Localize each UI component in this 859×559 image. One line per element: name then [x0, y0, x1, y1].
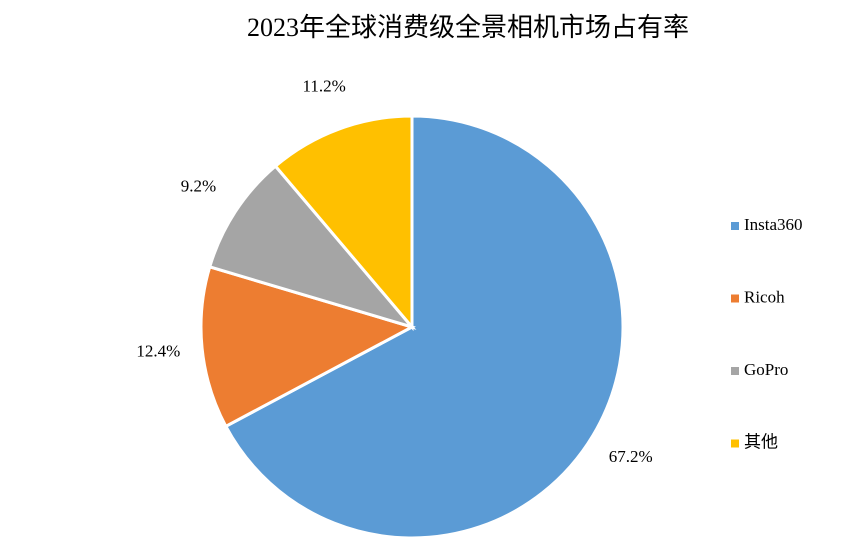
- data-label: 12.4%: [136, 341, 180, 360]
- pie-slice: [207, 164, 417, 330]
- legend-label: 其他: [744, 432, 778, 451]
- data-label: 11.2%: [302, 77, 345, 96]
- legend-label: Insta360: [744, 215, 803, 234]
- legend-swatch: [731, 439, 739, 448]
- legend-label: GoPro: [744, 360, 788, 379]
- pie-slice: [273, 114, 414, 332]
- pie-slice: [199, 264, 416, 429]
- legend-swatch: [731, 222, 739, 230]
- data-label: 67.2%: [609, 447, 653, 466]
- legend-label: Ricoh: [744, 287, 785, 306]
- data-label: 9.2%: [181, 177, 216, 196]
- chart-title: 2023年全球消费级全景相机市场占有率: [247, 13, 689, 42]
- pie-slice: [223, 114, 625, 540]
- legend-swatch: [731, 294, 739, 303]
- legend-swatch: [731, 367, 739, 375]
